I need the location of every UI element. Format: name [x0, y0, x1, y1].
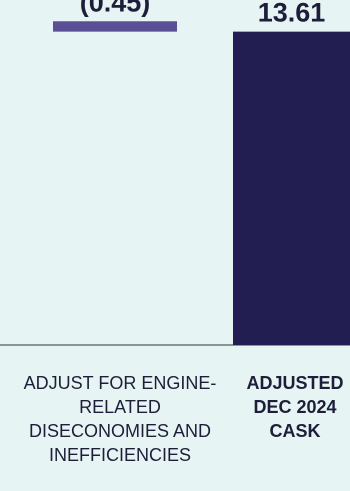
category-label-adjust-engine: ADJUST FOR ENGINE-RELATED DISECONOMIES A… [23, 373, 217, 465]
bar-1 [53, 21, 177, 32]
category-label-adjusted-cask: ADJUSTED DEC 2024 CASK [246, 373, 344, 441]
value-label-2: 13.61 [258, 0, 326, 28]
bar-2 [233, 31, 350, 346]
value-label-1: (0.45) [80, 0, 151, 17]
